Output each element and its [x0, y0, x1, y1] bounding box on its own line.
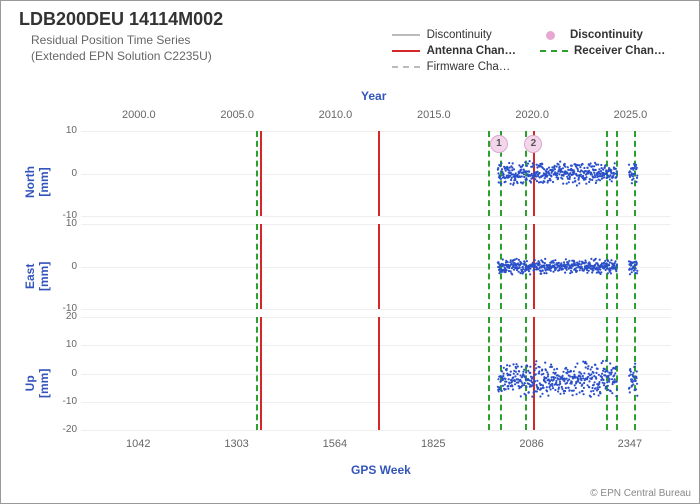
chart-frame: LDB200DEU 14114M002 Residual Position Ti…	[0, 0, 700, 504]
gpsweek-axis-label: GPS Week	[351, 463, 411, 477]
ytick: 10	[49, 125, 77, 136]
year-axis-label: Year	[361, 89, 386, 103]
ytick: 20	[49, 311, 77, 322]
circle-icon	[546, 31, 555, 40]
year-tick: 2000.0	[122, 109, 156, 121]
chart-title: LDB200DEU 14114M002	[19, 9, 223, 30]
ytick: -20	[49, 424, 77, 435]
year-tick: 2005.0	[220, 109, 254, 121]
subtitle-line1: Residual Position Time Series	[31, 33, 190, 47]
subtitle-line2: (Extended EPN Solution C2235U)	[31, 49, 212, 63]
panel-east	[81, 224, 671, 310]
ytick: 0	[49, 261, 77, 272]
data-scatter	[81, 224, 671, 309]
year-tick: 2025.0	[614, 109, 648, 121]
ylabel-north: North[mm]	[23, 166, 51, 198]
panel-north: 12	[81, 131, 671, 217]
year-tick: 2015.0	[417, 109, 451, 121]
gpsweek-tick: 1042	[126, 438, 150, 450]
ylabel-up: Up[mm]	[23, 368, 51, 397]
ytick: 0	[49, 168, 77, 179]
data-scatter	[81, 131, 671, 216]
legend-antenna: Antenna Chan…	[427, 45, 537, 57]
gpsweek-tick: 1564	[323, 438, 347, 450]
ytick: 0	[49, 368, 77, 379]
legend-receiver: Receiver Chan…	[574, 45, 684, 57]
credit: © EPN Central Bureau	[590, 488, 691, 499]
chart-subtitle: Residual Position Time Series (Extended …	[31, 33, 212, 64]
data-scatter	[81, 317, 671, 430]
gpsweek-tick: 2347	[618, 438, 642, 450]
ylabel-east: East[mm]	[23, 261, 51, 290]
ytick: 10	[49, 218, 77, 229]
panel-up	[81, 317, 671, 431]
gpsweek-tick: 1825	[421, 438, 445, 450]
gpsweek-tick: 1303	[224, 438, 248, 450]
ytick: -10	[49, 396, 77, 407]
gpsweek-tick: 2086	[519, 438, 543, 450]
legend-disc-point: Discontinuity	[570, 29, 680, 41]
ytick: 10	[49, 339, 77, 350]
discontinuity-marker: 1	[490, 135, 508, 153]
legend-firmware: Firmware Cha…	[427, 61, 537, 73]
year-tick: 2010.0	[319, 109, 353, 121]
legend-disc-line: Discontinuity	[427, 29, 537, 41]
year-tick: 2020.0	[515, 109, 549, 121]
legend: Discontinuity Discontinuity Antenna Chan…	[392, 29, 684, 77]
